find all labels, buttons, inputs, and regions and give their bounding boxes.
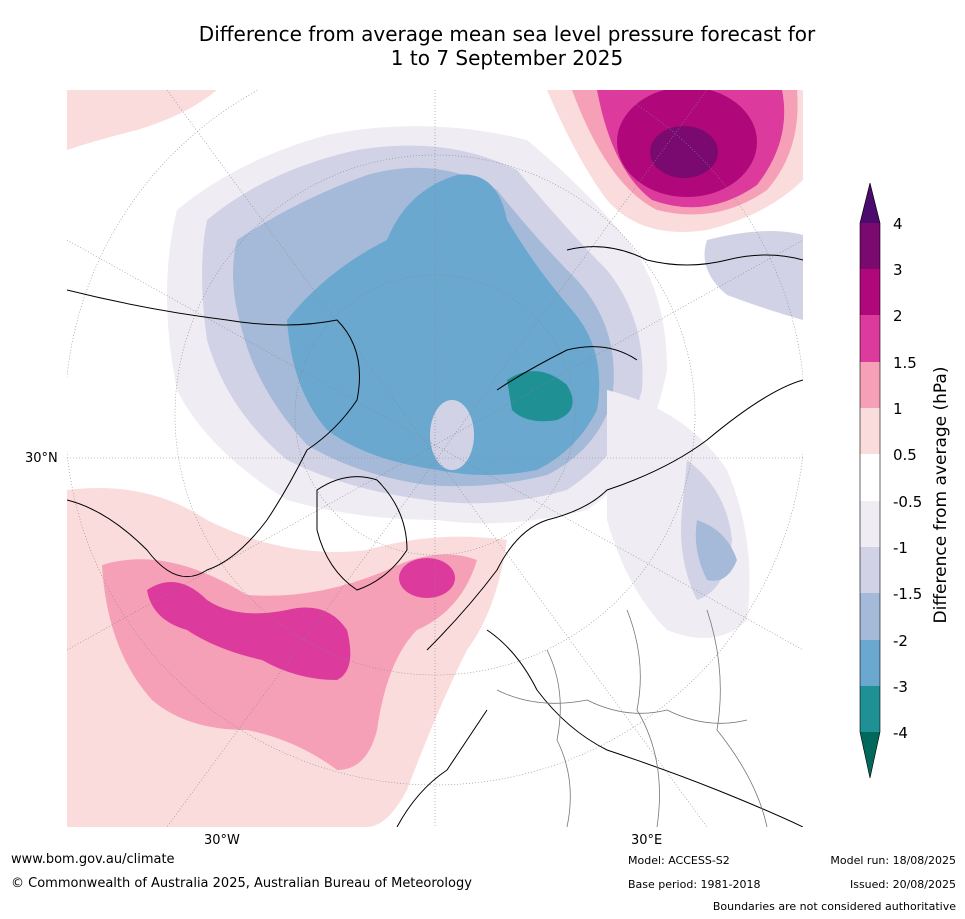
colorbar-band-3-4	[860, 223, 880, 269]
copyright-text: © Commonwealth of Australia 2025, Austra…	[11, 876, 472, 891]
colorbar-band-neg2-neg3	[860, 640, 880, 686]
colorbar-band-neutral	[860, 454, 880, 501]
colorbar-tick: 2	[893, 307, 903, 325]
colorbar-tick: 3	[893, 261, 903, 279]
anomaly-positive-pacific-peak	[650, 126, 718, 178]
colorbar	[859, 182, 881, 779]
model-run-text: Model run: 18/08/2025	[830, 854, 956, 867]
pressure-anomaly-map	[67, 90, 803, 827]
colorbar-band-neg0.5-neg1	[860, 501, 880, 547]
website-link[interactable]: www.bom.gov.au/climate	[11, 852, 175, 867]
colorbar-tick: 0.5	[893, 446, 917, 464]
colorbar-band-neg1-neg1.5	[860, 547, 880, 593]
anomaly-negative-arctic-hole	[430, 400, 474, 470]
colorbar-band-1-1.5	[860, 362, 880, 408]
map-title: Difference from average mean sea level p…	[0, 22, 965, 70]
colorbar-band-1.5-2	[860, 315, 880, 362]
base-period-text: Base period: 1981-2018	[628, 878, 761, 891]
lon-label-30e: 30°E	[631, 833, 663, 848]
colorbar-tick: 1.5	[893, 354, 917, 372]
anomaly-positive-atlantic-core-2	[399, 558, 455, 598]
anomaly-negative-siberia-core	[507, 371, 573, 422]
colorbar-tick: 1	[893, 400, 903, 418]
colorbar-band-neg3-neg4	[860, 686, 880, 732]
colorbar-tick: -4	[893, 724, 908, 742]
colorbar-band-0.5-1	[860, 408, 880, 454]
boundaries-disclaimer: Boundaries are not considered authoritat…	[712, 900, 956, 913]
colorbar-label: Difference from average (hPa)	[931, 366, 951, 624]
colorbar-tick: -1	[893, 539, 908, 557]
colorbar-tick: 4	[893, 215, 903, 233]
title-line-1: Difference from average mean sea level p…	[198, 22, 816, 46]
anomaly-negative-east-pacific	[704, 231, 803, 320]
lon-label-30w: 30°W	[204, 833, 240, 848]
lat-label-30n: 30°N	[25, 451, 58, 466]
colorbar-tick: -1.5	[893, 585, 923, 603]
issued-text: Issued: 20/08/2025	[849, 878, 956, 891]
title-line-2: 1 to 7 September 2025	[390, 46, 624, 70]
map-svg	[67, 90, 803, 827]
colorbar-tick: -0.5	[893, 493, 923, 511]
graticule	[67, 90, 803, 827]
country-borders	[496, 609, 768, 827]
anomaly-positive-nw-corner	[67, 90, 217, 150]
colorbar-arrow-bottom	[860, 732, 880, 778]
colorbar-band-2-3	[860, 269, 880, 315]
coastlines	[67, 246, 803, 827]
colorbar-arrow-top	[860, 183, 880, 223]
colorbar-band-neg1.5-neg2	[860, 593, 880, 640]
anomaly-positive-atlantic-core	[147, 582, 351, 680]
colorbar-tick: -2	[893, 632, 908, 650]
model-text: Model: ACCESS-S2	[628, 854, 730, 867]
colorbar-tick: -3	[893, 678, 908, 696]
anomaly-negative-asia-3	[695, 520, 737, 581]
